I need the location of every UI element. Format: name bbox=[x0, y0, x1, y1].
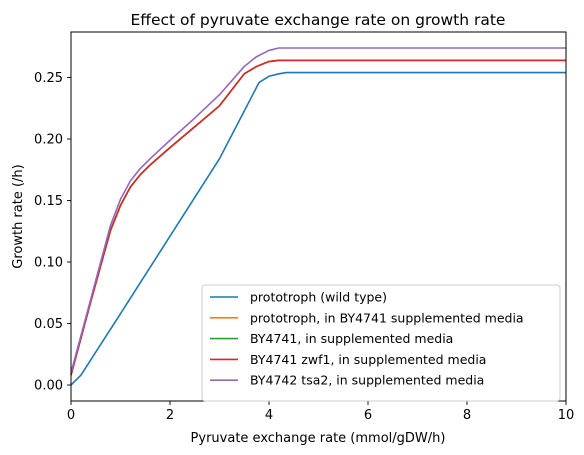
legend: prototroph (wild type) prototroph, in BY4… bbox=[201, 284, 561, 402]
legend-label: BY4741, in supplemented media bbox=[250, 331, 453, 346]
x-tick-label: 8 bbox=[463, 408, 471, 423]
y-tick-label: 0.25 bbox=[34, 71, 63, 86]
legend-label: BY4741 zwf1, in supplemented media bbox=[250, 352, 486, 367]
x-tick-label: 0 bbox=[67, 408, 75, 423]
series-line-5 bbox=[70, 47, 566, 373]
y-tick-label: 0.15 bbox=[34, 194, 63, 209]
x-tick-label: 2 bbox=[166, 408, 174, 423]
legend-label: prototroph, in BY4741 supplemented media bbox=[250, 310, 524, 325]
legend-label: prototroph (wild type) bbox=[250, 290, 387, 305]
legend-label: BY4742 tsa2, in supplemented media bbox=[250, 373, 484, 388]
series-layer bbox=[70, 47, 566, 386]
y-tick-label: 0.00 bbox=[34, 379, 63, 394]
y-tick-label: 0.20 bbox=[34, 133, 63, 148]
x-tick-label: 4 bbox=[265, 408, 273, 423]
x-axis-label: Pyruvate exchange rate (mmol/gDW/h) bbox=[191, 431, 446, 446]
chart-title: Effect of pyruvate exchange rate on grow… bbox=[131, 11, 506, 29]
legend-box bbox=[201, 284, 561, 402]
series-line-1 bbox=[70, 71, 566, 386]
x-tick-label: 10 bbox=[558, 408, 575, 423]
y-tick-label: 0.10 bbox=[34, 256, 63, 271]
y-tick-label: 0.05 bbox=[34, 317, 63, 332]
x-tick-label: 6 bbox=[364, 408, 372, 423]
axis-layer: 0 2 4 6 8 10 0.00 0.05 0.10 0.15 0.20 0.25 bbox=[34, 71, 574, 423]
y-axis-label: Growth rate (/h) bbox=[11, 164, 26, 269]
series-line-4 bbox=[70, 59, 566, 376]
